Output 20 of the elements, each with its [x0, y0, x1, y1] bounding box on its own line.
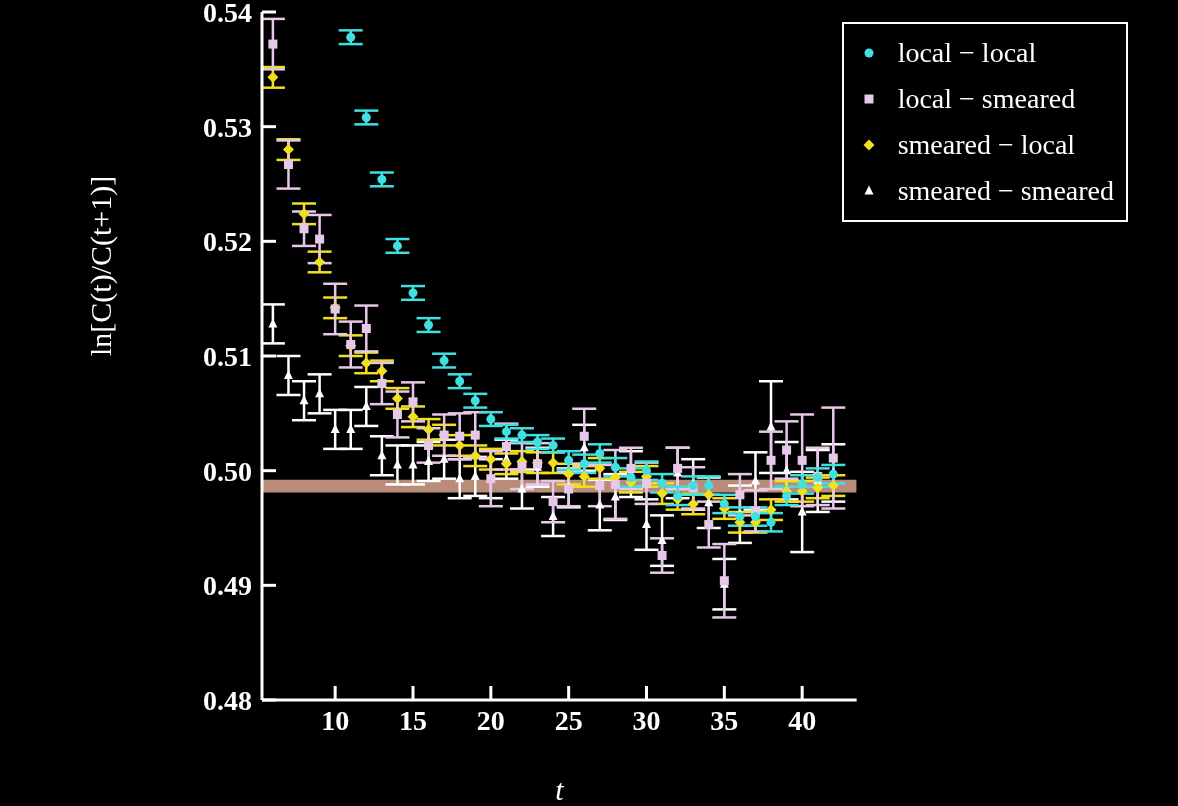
y-tick-label: 0.52: [203, 226, 252, 258]
y-tick-label: 0.54: [203, 0, 252, 28]
y-tick-label: 0.49: [203, 570, 252, 602]
x-tick-label: 35: [710, 704, 739, 736]
x-tick-label: 20: [476, 704, 505, 736]
y-tick-label: 0.51: [203, 340, 252, 372]
legend-label: local − local: [897, 37, 1037, 69]
x-tick-label: 25: [554, 704, 583, 736]
legend-label: smeared − local: [897, 129, 1076, 161]
y-tick-label: 0.48: [203, 684, 252, 716]
legend-label: smeared − smeared: [897, 175, 1114, 207]
x-tick-label: 15: [399, 704, 427, 736]
y-tick-label: 0.50: [203, 455, 252, 487]
x-tick-label: 10: [321, 704, 350, 736]
y-axis-title: ln[C(t)/C(t+1)]: [83, 175, 118, 356]
x-tick-label: 40: [788, 704, 817, 736]
legend-label: local − smeared: [897, 83, 1076, 115]
x-axis-title: t: [555, 773, 565, 806]
x-tick-label: 30: [632, 704, 661, 736]
y-tick-label: 0.53: [203, 111, 252, 143]
